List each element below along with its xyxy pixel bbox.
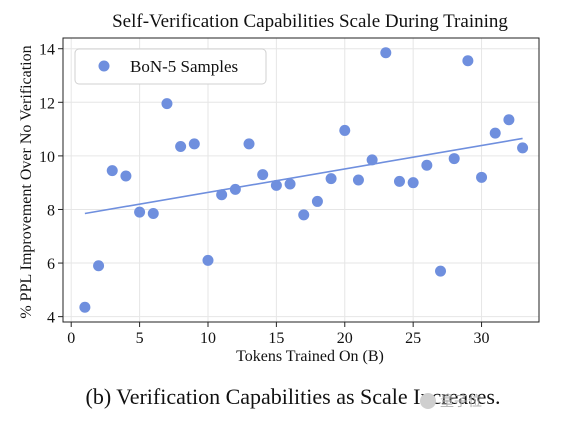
data-point xyxy=(188,138,200,150)
data-point xyxy=(311,195,323,207)
data-point xyxy=(462,55,474,67)
data-point xyxy=(366,154,378,166)
data-point xyxy=(435,265,447,277)
data-point xyxy=(421,159,433,171)
plot-frame xyxy=(62,37,540,323)
data-point xyxy=(489,127,501,139)
trendline xyxy=(84,137,523,215)
y-tick-label: 6 xyxy=(47,256,55,273)
data-point xyxy=(298,209,310,221)
data-point xyxy=(134,206,146,218)
data-point xyxy=(106,165,118,177)
y-tick-label: 8 xyxy=(47,202,55,219)
data-point xyxy=(257,169,269,181)
data-point xyxy=(284,178,296,190)
data-point xyxy=(161,98,173,110)
legend: BoN-5 Samples xyxy=(74,48,267,85)
figure-caption: (b) Verification Capabilities as Scale I… xyxy=(85,384,501,409)
x-tick-label: 15 xyxy=(268,330,284,347)
data-point xyxy=(243,138,255,150)
data-point xyxy=(270,179,282,191)
data-point xyxy=(339,124,351,136)
scatter-chart: Self-Verification Capabilities Scale Dur… xyxy=(18,11,540,365)
data-point xyxy=(229,183,241,195)
x-tick-label: 30 xyxy=(474,330,490,347)
x-tick-label: 20 xyxy=(337,330,353,347)
trendline-group xyxy=(84,137,523,215)
data-point xyxy=(393,175,405,187)
y-tick-label: 10 xyxy=(39,149,55,166)
x-tick-label: 0 xyxy=(67,330,75,347)
watermark: 量子位 xyxy=(420,391,482,411)
legend-marker xyxy=(98,60,110,72)
x-axis-label: Tokens Trained On (B) xyxy=(236,348,384,365)
data-point xyxy=(325,173,337,185)
watermark-text: 量子位 xyxy=(440,394,482,410)
x-tick-label: 25 xyxy=(405,330,421,347)
data-point xyxy=(202,254,214,266)
data-point xyxy=(147,207,159,219)
y-axis-label: % PPL Improvement Over No Verification xyxy=(18,45,35,318)
data-point xyxy=(216,189,228,201)
data-point xyxy=(407,177,419,189)
y-tick-label: 4 xyxy=(47,310,55,327)
data-point xyxy=(93,260,105,272)
data-point xyxy=(448,153,460,165)
data-points xyxy=(79,47,529,313)
x-tick-label: 5 xyxy=(136,330,144,347)
data-point xyxy=(476,171,488,183)
chart-title: Self-Verification Capabilities Scale Dur… xyxy=(112,11,508,32)
data-point xyxy=(79,301,91,313)
axis-ticks: 0 5 10 15 20 25 30 4 6 8 10 12 14 xyxy=(39,42,490,347)
y-tick-label: 12 xyxy=(39,95,55,112)
x-tick-label: 10 xyxy=(200,330,216,347)
y-tick-label: 14 xyxy=(39,42,55,59)
data-point xyxy=(120,170,132,182)
data-point xyxy=(517,142,529,154)
legend-label: BoN-5 Samples xyxy=(130,57,238,76)
legend-box xyxy=(74,48,267,85)
data-point xyxy=(352,174,364,186)
data-point xyxy=(380,47,392,59)
data-point xyxy=(175,141,187,153)
data-point xyxy=(503,114,515,126)
watermark-logo-icon xyxy=(420,393,436,409)
